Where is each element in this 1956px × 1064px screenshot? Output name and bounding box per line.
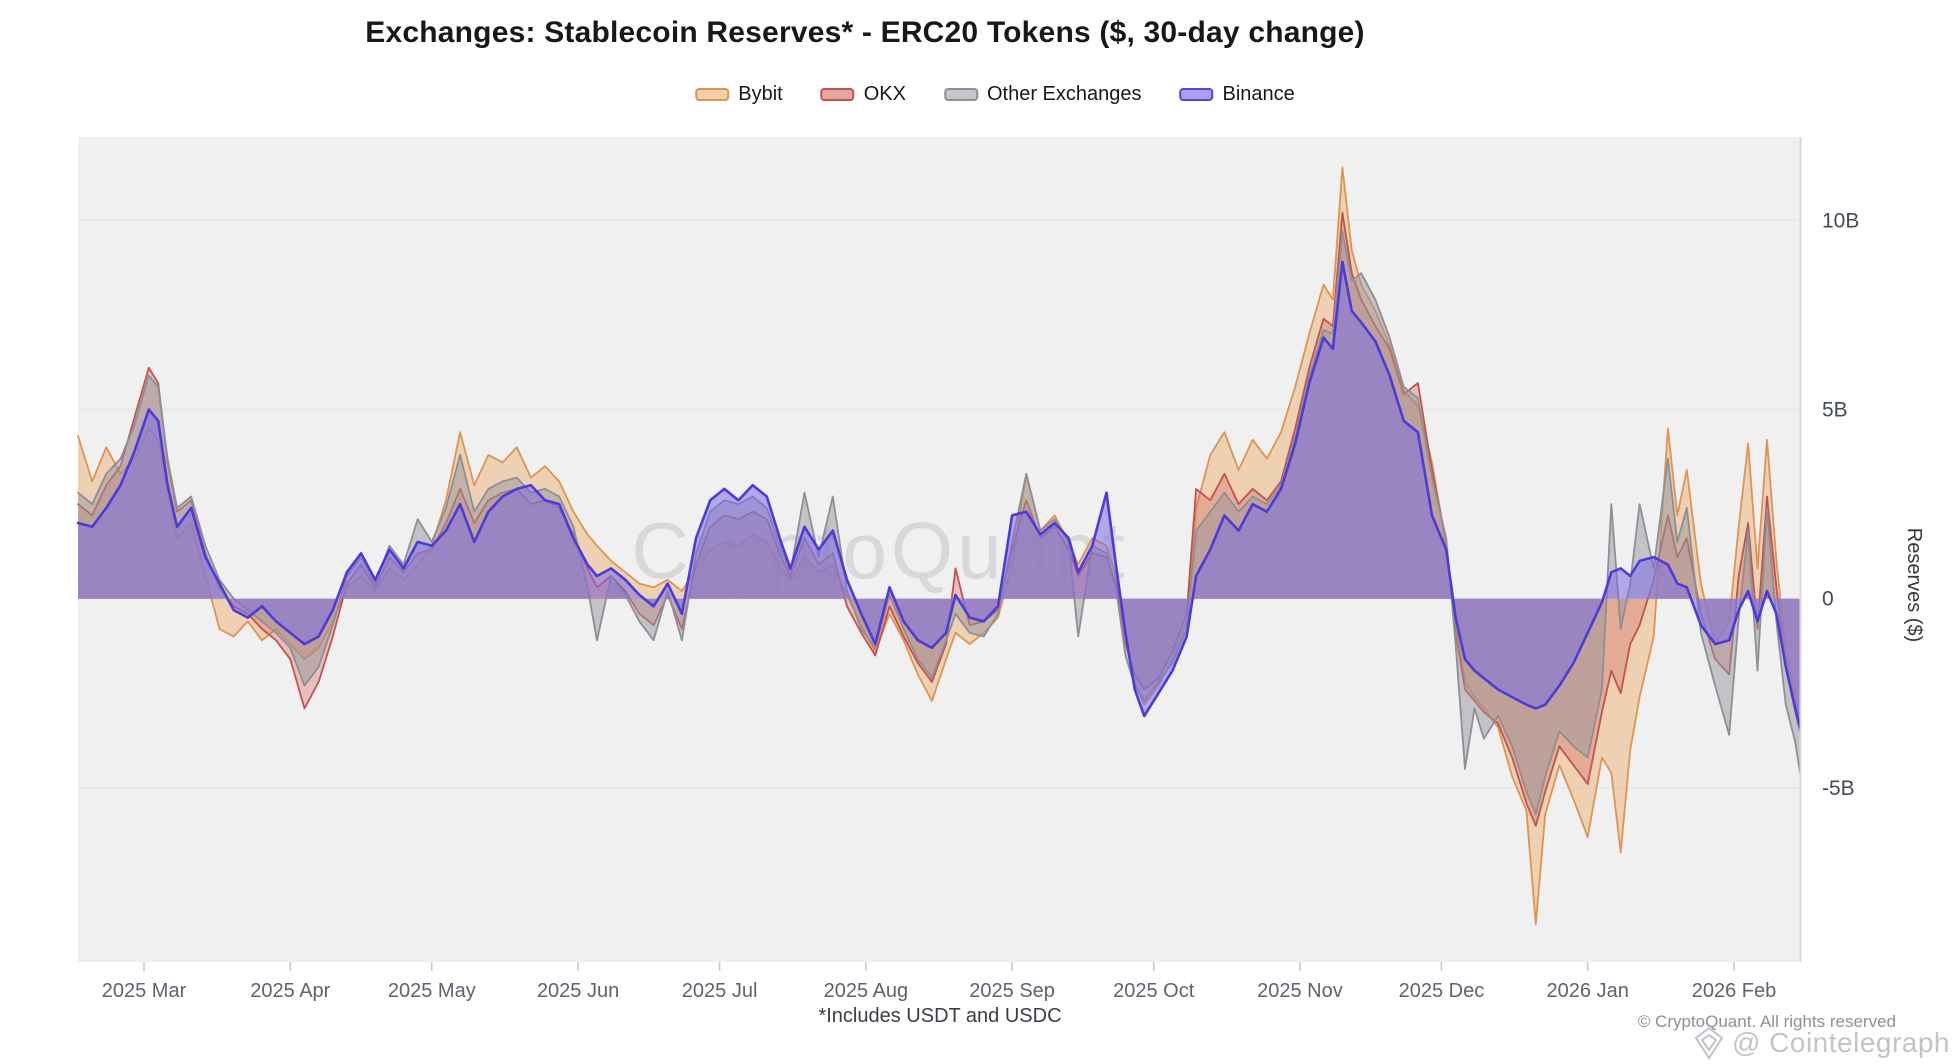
x-tick-label: 2025 May bbox=[388, 980, 476, 1002]
plot-area[interactable] bbox=[78, 137, 1800, 962]
okx-swatch-icon bbox=[820, 88, 855, 101]
x-tick-label: 2025 Jul bbox=[682, 980, 758, 1002]
other-exchanges-swatch-icon bbox=[943, 88, 978, 101]
bybit-swatch-icon bbox=[695, 88, 730, 101]
y-axis-title: Reserves ($) bbox=[1903, 528, 1925, 642]
legend-item-binance[interactable]: Binance bbox=[1179, 83, 1295, 106]
x-tick-label: 2025 Nov bbox=[1257, 980, 1343, 1002]
legend: Bybit OKX Other Exchanges Binance bbox=[695, 83, 1295, 106]
legend-item-bybit[interactable]: Bybit bbox=[695, 83, 783, 106]
legend-label: Bybit bbox=[738, 83, 783, 105]
y-tick-label: 5B bbox=[1822, 399, 1848, 422]
legend-label: OKX bbox=[863, 83, 906, 105]
x-tick-label: 2025 Sep bbox=[969, 980, 1055, 1002]
x-tick-label: 2026 Feb bbox=[1692, 980, 1777, 1002]
x-tick-label: 2026 Jan bbox=[1547, 980, 1629, 1002]
footnote: *Includes USDT and USDC bbox=[818, 1005, 1062, 1027]
x-tick-label: 2025 Jun bbox=[537, 980, 619, 1002]
cointelegraph-watermark: @ Cointelegraph bbox=[1692, 1026, 1950, 1060]
legend-item-okx[interactable]: OKX bbox=[820, 83, 906, 106]
cointelegraph-logo-icon bbox=[1694, 1026, 1724, 1060]
binance-swatch-icon bbox=[1179, 88, 1214, 101]
x-tick-label: 2025 Dec bbox=[1399, 980, 1485, 1002]
legend-label: Other Exchanges bbox=[986, 83, 1142, 105]
copyright-text: © CryptoQuant. All rights reserved bbox=[1637, 1012, 1896, 1031]
series-binance-area bbox=[78, 261, 1800, 728]
chart-title: Exchanges: Stablecoin Reserves* - ERC20 … bbox=[365, 16, 1365, 49]
x-tick-label: 2025 Aug bbox=[824, 980, 909, 1002]
y-tick-label: -5B bbox=[1822, 777, 1855, 800]
legend-label: Binance bbox=[1222, 83, 1295, 105]
legend-item-other-exchanges[interactable]: Other Exchanges bbox=[943, 83, 1142, 106]
y-tick-label: 10B bbox=[1822, 209, 1859, 232]
cointelegraph-watermark-text: @ Cointelegraph bbox=[1731, 1027, 1950, 1058]
x-tick-label: 2025 Mar bbox=[102, 980, 187, 1002]
x-tick-label: 2025 Oct bbox=[1113, 980, 1195, 1002]
x-tick-label: 2025 Apr bbox=[250, 980, 330, 1002]
series-binance-line bbox=[76, 260, 1802, 729]
y-tick-label: 0 bbox=[1822, 588, 1834, 611]
